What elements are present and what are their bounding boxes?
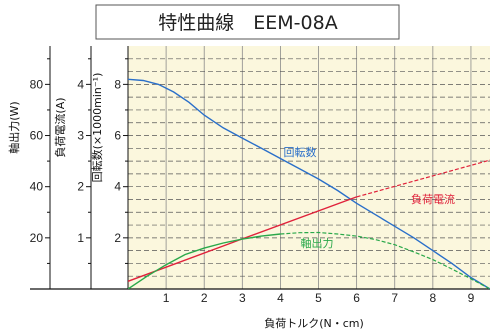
y-tick-label: 3 (77, 129, 84, 143)
x-tick-label: 8 (429, 291, 436, 305)
x-tick-label: 9 (468, 291, 475, 305)
series-line-solid (128, 233, 281, 289)
series-line-dashed (356, 159, 490, 198)
y-tick-label: 6 (114, 129, 121, 143)
y-tick-label: 2 (114, 231, 121, 245)
y-tick-label: 20 (30, 231, 44, 245)
y-tick-label: 4 (114, 180, 121, 194)
series-label: 軸出力 (301, 236, 334, 250)
series-label: 負荷電流 (411, 192, 455, 206)
series-label: 回転数 (284, 146, 317, 159)
y-tick-label: 2 (77, 180, 84, 194)
series-line (128, 78, 490, 289)
y-tick-label: 8 (114, 77, 121, 91)
series-group (128, 78, 490, 289)
chart-title: 特性曲線 EEM-08A (158, 12, 337, 34)
x-axis-title: 負荷トルク(N・cm) (264, 317, 364, 330)
x-tick-label: 3 (239, 291, 246, 305)
y-tick-label: 60 (30, 129, 44, 143)
grid (128, 46, 490, 289)
x-tick-label: 7 (391, 291, 398, 305)
y-axis-title: 負荷電流(A) (53, 97, 67, 157)
y-tick-label: 1 (77, 231, 84, 245)
labels-group: 20 40 60 80 軸出力(W) 1 2 3 4 負荷電流(A) 2 4 6 8 回転数(×1000mi… (7, 73, 475, 330)
y-axis-title: 回転数(×1000min⁻¹) (91, 73, 104, 183)
x-tick-label: 6 (353, 291, 360, 305)
x-tick-label: 2 (201, 291, 208, 305)
y-tick-label: 40 (30, 180, 44, 194)
series-line-dashed (280, 231, 490, 289)
x-tick-label: 4 (277, 291, 284, 305)
x-tick-label: 5 (315, 291, 322, 305)
title-box (95, 4, 400, 40)
axes (30, 46, 490, 290)
y-tick-label: 80 (30, 77, 44, 91)
y-axis-title: 軸出力(W) (7, 101, 21, 153)
x-tick-label: 1 (163, 291, 170, 305)
y-tick-label: 4 (77, 77, 84, 91)
